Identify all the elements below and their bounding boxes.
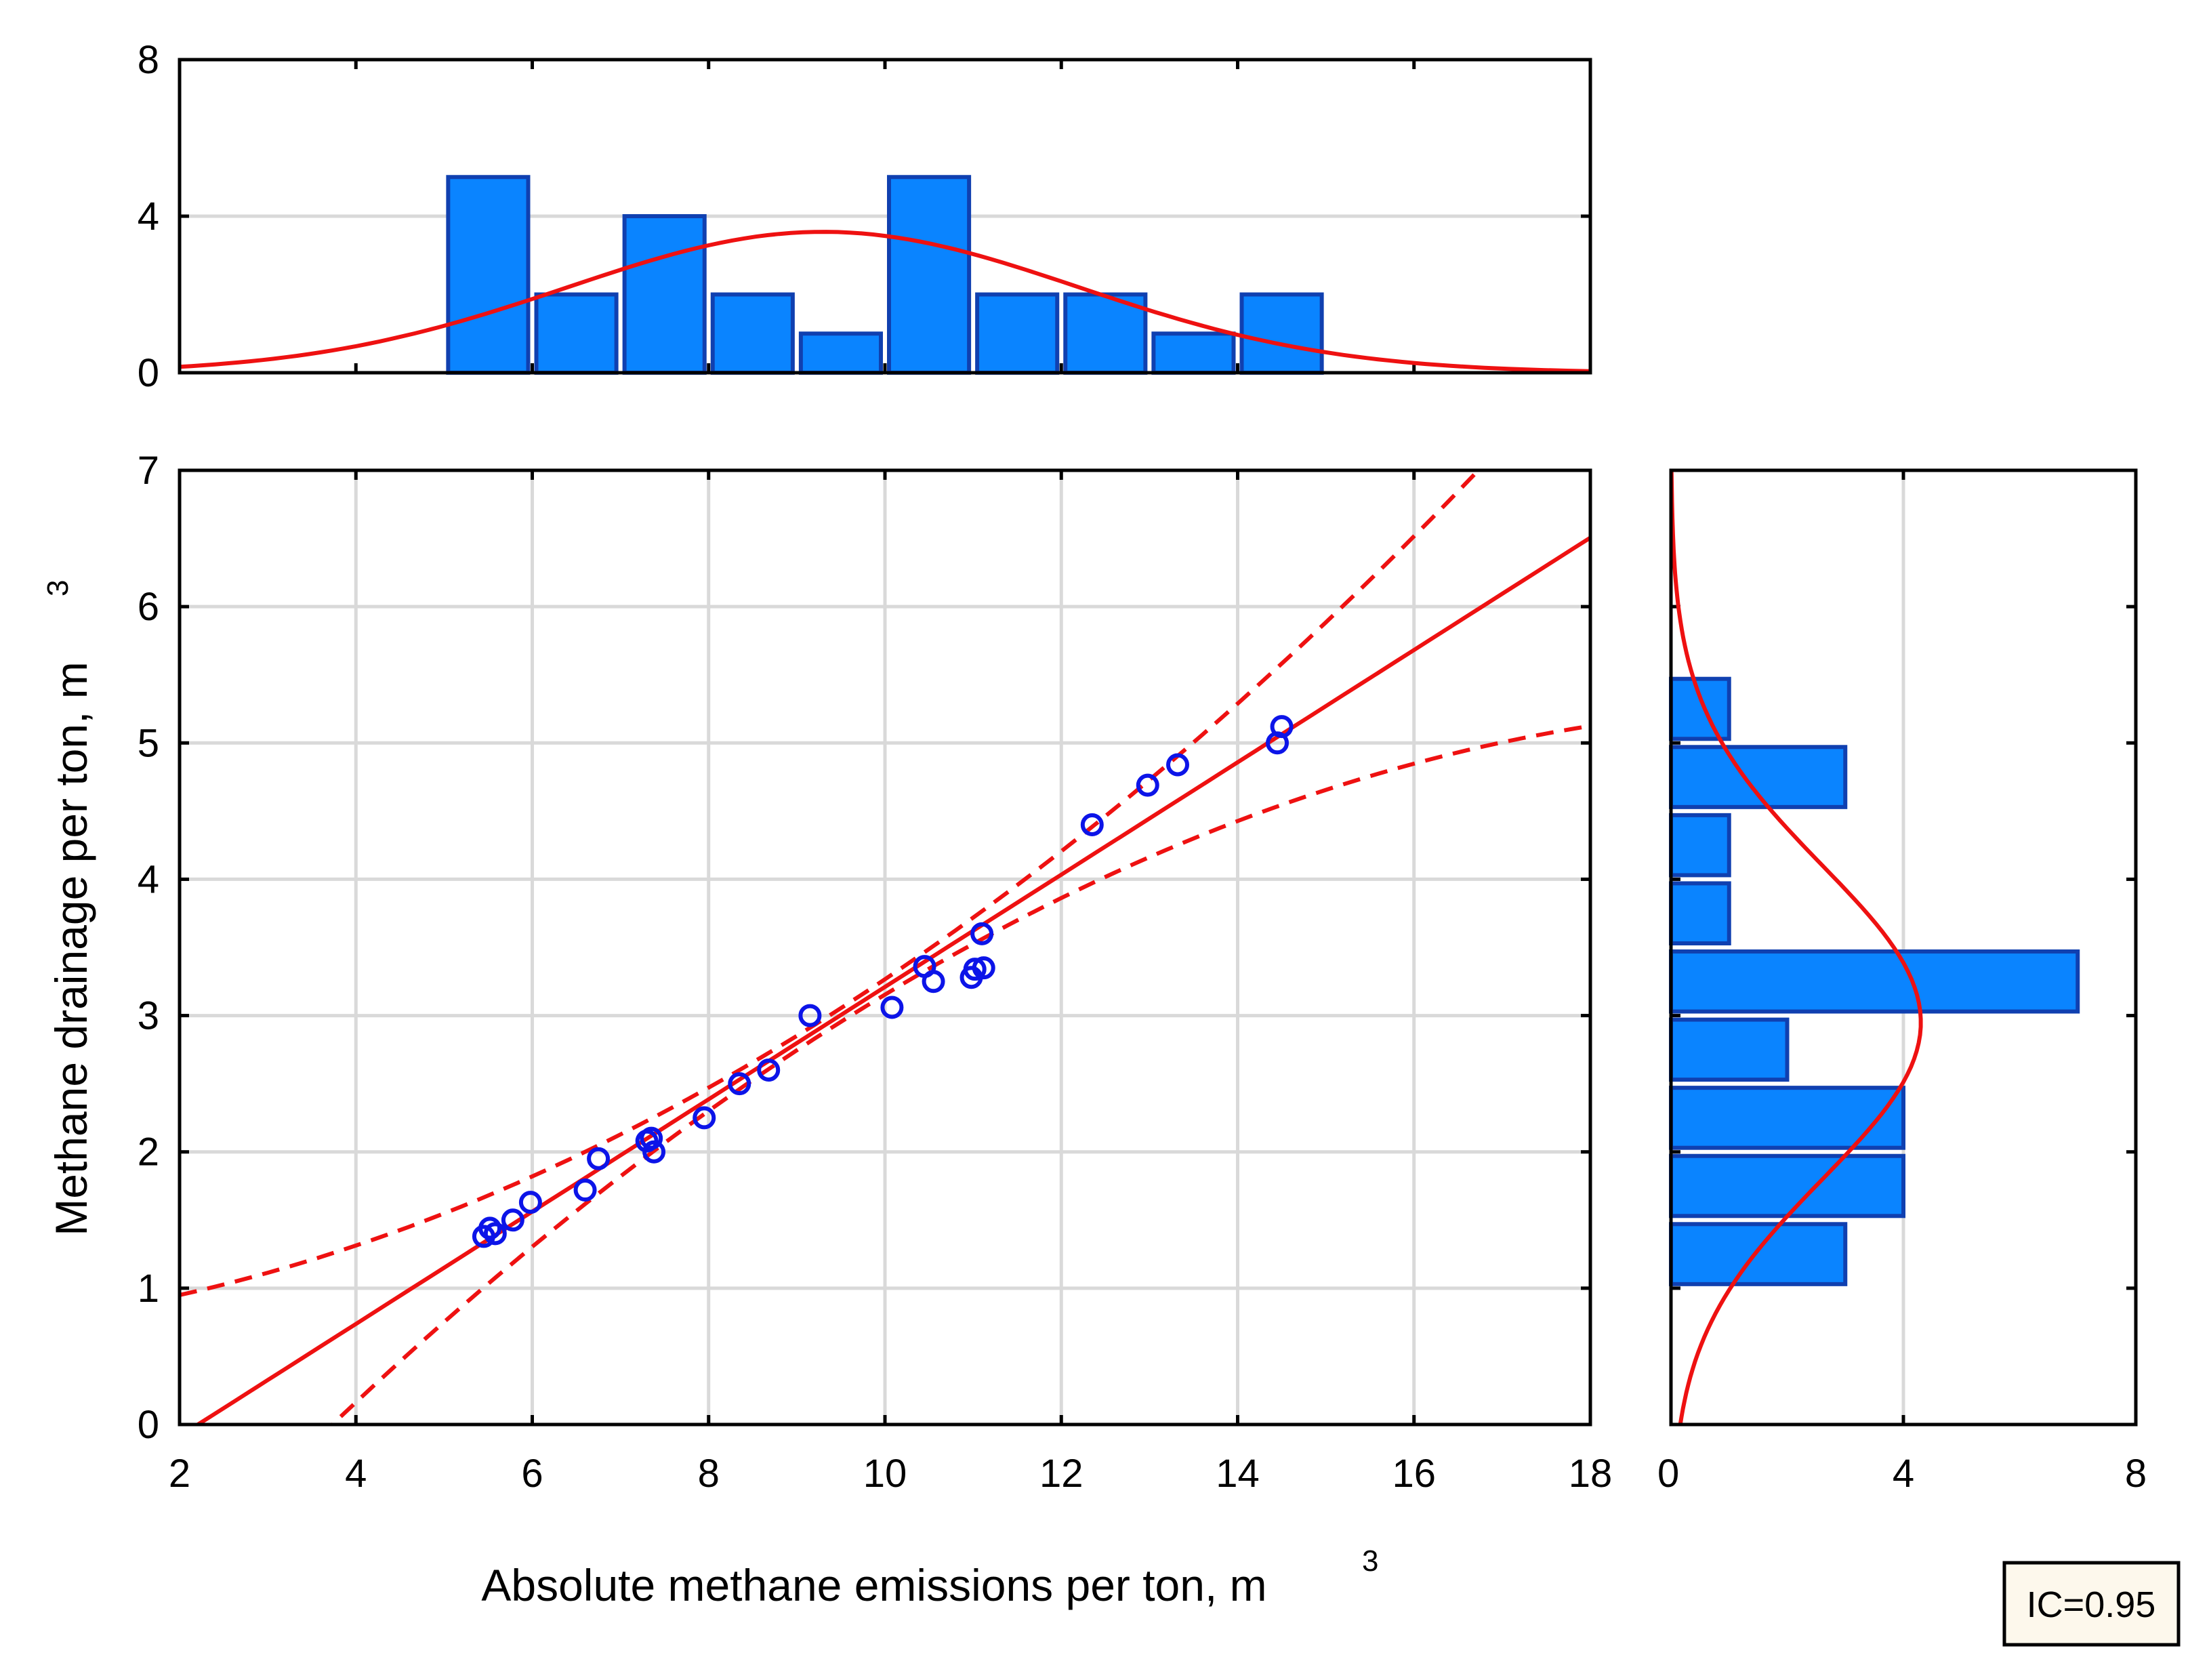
top-histogram-frame	[178, 58, 1592, 375]
y-tick-label: 4	[138, 857, 159, 901]
right-histogram-bar	[1669, 1153, 1905, 1218]
x-tick-label: 18	[1569, 1452, 1613, 1496]
y-tick-label: 0	[138, 1403, 159, 1447]
x-tick-label: 4	[345, 1452, 367, 1496]
right-histogram-bar	[1669, 676, 1731, 741]
confidence-badge: IC=0.95	[2002, 1561, 2181, 1647]
x-tick-label: 10	[863, 1452, 907, 1496]
scatter-point	[518, 1191, 542, 1214]
y-tick-label: 2	[138, 1130, 159, 1174]
y-tick-label: 3	[138, 994, 159, 1038]
scatter-point	[970, 922, 994, 945]
right-histogram-bar	[1669, 1017, 1790, 1082]
right-hist-x-tick-label: 4	[1893, 1452, 1914, 1496]
top-histogram-bar	[710, 292, 795, 375]
y-tick-label: 6	[138, 585, 159, 629]
x-tick-label: 8	[698, 1452, 720, 1496]
x-axis-title: Absolute methane emissions per ton, m	[481, 1560, 1266, 1610]
scatter-point	[757, 1059, 781, 1082]
scatter-point	[1270, 715, 1294, 739]
scatter-point	[1136, 773, 1159, 797]
fit-lines-group	[180, 470, 1590, 1425]
top-histogram-bar	[975, 292, 1060, 375]
top-histogram-bar	[887, 175, 972, 375]
right-histogram-bar	[1669, 1222, 1848, 1286]
scatter-point	[922, 970, 945, 993]
top-histogram-bar	[446, 175, 531, 375]
y-axis-title: Methane drainage per ton, m	[46, 661, 96, 1236]
top-histogram-bar	[1239, 292, 1324, 375]
x-axis-title-superscript: 3	[1362, 1544, 1378, 1578]
x-tick-label: 12	[1039, 1452, 1083, 1496]
confidence-badge-box	[2002, 1561, 2181, 1647]
x-tick-label: 16	[1392, 1452, 1436, 1496]
right-normal-curve	[1671, 470, 1923, 1425]
top-histogram-bar	[534, 292, 619, 375]
x-tick-label: 2	[169, 1452, 190, 1496]
top-hist-y-tick-label: 8	[138, 38, 159, 82]
right-histogram-bar	[1669, 881, 1731, 946]
right-histogram-bar	[1669, 813, 1731, 878]
scatter-point	[1080, 813, 1104, 836]
lower-confidence-band	[329, 724, 1590, 1425]
right-histogram: 0 4 8	[1657, 468, 2147, 1496]
top-histogram-bar	[798, 331, 883, 375]
scatter-point	[963, 958, 987, 981]
scatter-point	[972, 956, 995, 980]
scatter-point	[642, 1140, 666, 1164]
x-tick-label: 14	[1216, 1452, 1260, 1496]
top-hist-y-tick-label: 0	[138, 351, 159, 395]
main-plot-frame	[178, 468, 1592, 1427]
top-histogram: 0 4 8	[138, 38, 1592, 395]
confidence-badge-label: IC=0.95	[2027, 1584, 2156, 1625]
scatter-point	[478, 1216, 502, 1240]
scatter-point	[1166, 753, 1190, 777]
scatter-point	[587, 1147, 611, 1170]
right-histogram-frame	[1669, 468, 2138, 1427]
y-axis-title-superscript: 3	[41, 580, 75, 596]
right-hist-x-tick-label: 0	[1657, 1452, 1679, 1496]
y-tick-label: 5	[138, 721, 159, 765]
scatter-point	[640, 1126, 663, 1150]
x-tick-label: 6	[521, 1452, 543, 1496]
scatter-point	[880, 996, 904, 1019]
scatter-point	[728, 1072, 751, 1096]
right-histogram-bar	[1669, 1086, 1905, 1150]
scatter-point	[693, 1106, 716, 1130]
y-tick-label: 7	[138, 449, 159, 493]
right-histogram-bar	[1669, 949, 2080, 1014]
scatter-point	[798, 1004, 822, 1027]
scatter-point	[483, 1222, 507, 1246]
top-histogram-bar	[622, 214, 707, 375]
y-tick-label: 1	[138, 1267, 159, 1311]
scatter-point	[573, 1179, 597, 1202]
scatter-point	[501, 1208, 524, 1232]
top-normal-curve	[180, 230, 1590, 373]
top-histogram-bar	[1151, 331, 1236, 375]
right-hist-x-tick-label: 8	[2125, 1452, 2147, 1496]
regression-line	[194, 535, 1590, 1425]
upper-confidence-band	[180, 470, 1481, 1297]
top-hist-y-tick-label: 4	[138, 194, 159, 239]
